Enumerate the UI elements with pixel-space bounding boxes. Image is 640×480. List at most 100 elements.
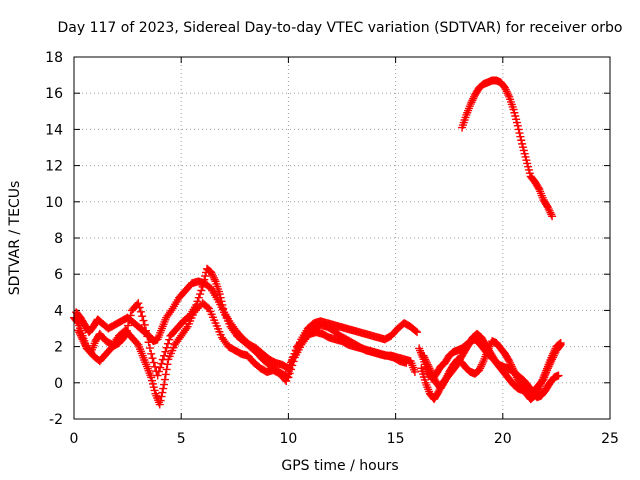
data-point bbox=[136, 307, 145, 316]
data-point bbox=[534, 385, 543, 394]
x-tick-label: 20 bbox=[494, 431, 512, 447]
data-point bbox=[506, 358, 515, 367]
data-point bbox=[162, 365, 171, 374]
data-point bbox=[219, 304, 228, 313]
data-point bbox=[159, 384, 168, 393]
x-tick-label: 10 bbox=[279, 431, 297, 447]
data-point bbox=[142, 326, 151, 335]
data-point bbox=[215, 290, 224, 299]
data-point bbox=[422, 358, 431, 367]
data-point bbox=[80, 338, 89, 347]
data-point bbox=[534, 183, 543, 192]
data-point bbox=[147, 349, 156, 358]
data-point bbox=[74, 326, 83, 335]
data-point bbox=[547, 210, 556, 219]
data-point bbox=[501, 85, 510, 94]
data-point bbox=[120, 333, 129, 342]
data-point bbox=[517, 136, 526, 145]
data-point bbox=[515, 129, 524, 138]
data-point bbox=[289, 357, 298, 366]
data-point bbox=[197, 286, 206, 295]
y-tick-label: 4 bbox=[54, 303, 63, 319]
data-point bbox=[507, 362, 516, 371]
data-point bbox=[122, 326, 131, 335]
data-point bbox=[546, 208, 555, 217]
data-point bbox=[192, 300, 201, 309]
y-tick-label: 2 bbox=[54, 340, 63, 356]
data-point bbox=[160, 351, 169, 360]
y-tick-label: 18 bbox=[45, 50, 63, 66]
data-point bbox=[411, 327, 420, 336]
data-point bbox=[161, 370, 170, 379]
data-point bbox=[430, 375, 439, 384]
data-point bbox=[182, 324, 191, 333]
data-point bbox=[161, 347, 170, 356]
data-point bbox=[410, 367, 419, 376]
data-point bbox=[144, 338, 153, 347]
y-tick-label: 6 bbox=[54, 267, 63, 283]
data-point bbox=[160, 380, 169, 389]
data-point bbox=[425, 364, 434, 373]
data-point bbox=[126, 311, 135, 320]
data-point bbox=[158, 355, 167, 364]
data-point bbox=[199, 279, 208, 288]
data-point bbox=[476, 364, 485, 373]
data-point bbox=[165, 335, 174, 344]
series-arc-3 bbox=[74, 264, 419, 382]
data-point bbox=[468, 96, 477, 105]
data-point bbox=[201, 272, 210, 281]
y-tick-label: 14 bbox=[45, 122, 63, 138]
data-point bbox=[506, 360, 515, 369]
data-point bbox=[554, 371, 563, 380]
data-point bbox=[419, 351, 428, 360]
data-point bbox=[426, 366, 435, 375]
data-point bbox=[288, 361, 297, 370]
y-tick-label: 0 bbox=[54, 376, 63, 392]
data-point bbox=[163, 339, 172, 348]
data-point bbox=[513, 121, 522, 130]
x-tick-label: 25 bbox=[601, 431, 619, 447]
data-point bbox=[153, 371, 162, 380]
data-point bbox=[429, 373, 438, 382]
data-point bbox=[550, 346, 559, 355]
data-point bbox=[505, 357, 514, 366]
data-point bbox=[125, 316, 134, 325]
data-point bbox=[483, 346, 492, 355]
data-point bbox=[210, 275, 219, 284]
x-tick-label: 0 bbox=[70, 431, 79, 447]
x-tick-label: 5 bbox=[177, 431, 186, 447]
data-point bbox=[208, 270, 217, 279]
data-point bbox=[516, 132, 525, 141]
data-point bbox=[423, 360, 432, 369]
data-point bbox=[121, 331, 130, 340]
data-point bbox=[148, 354, 157, 363]
data-point bbox=[548, 349, 557, 358]
data-point bbox=[134, 299, 143, 308]
data-point bbox=[198, 282, 207, 291]
data-point bbox=[428, 371, 437, 380]
data-point bbox=[500, 83, 509, 92]
chart-title: Day 117 of 2023, Sidereal Day-to-day VTE… bbox=[58, 20, 623, 36]
data-point bbox=[485, 342, 494, 351]
data-point bbox=[286, 365, 295, 374]
data-point bbox=[77, 333, 86, 342]
data-point bbox=[545, 206, 554, 215]
data-point bbox=[79, 337, 88, 346]
data-point bbox=[160, 375, 169, 384]
axis-ticks: 0 5 10 15 20 25 -2 0 2 4 6 8 10 12 14 16 18 bbox=[45, 50, 619, 447]
data-point bbox=[207, 268, 216, 277]
data-point bbox=[512, 371, 521, 380]
data-point bbox=[140, 320, 149, 329]
data-point bbox=[155, 400, 164, 409]
data-points bbox=[70, 76, 565, 409]
y-tick-label: 16 bbox=[45, 86, 63, 102]
series-arc-1 bbox=[70, 299, 411, 409]
data-point bbox=[467, 98, 476, 107]
data-point bbox=[469, 94, 478, 103]
y-tick-label: 8 bbox=[54, 231, 63, 247]
data-point bbox=[503, 89, 512, 98]
data-point bbox=[216, 293, 225, 302]
data-point bbox=[158, 388, 167, 397]
series-arc-6 bbox=[419, 337, 565, 404]
